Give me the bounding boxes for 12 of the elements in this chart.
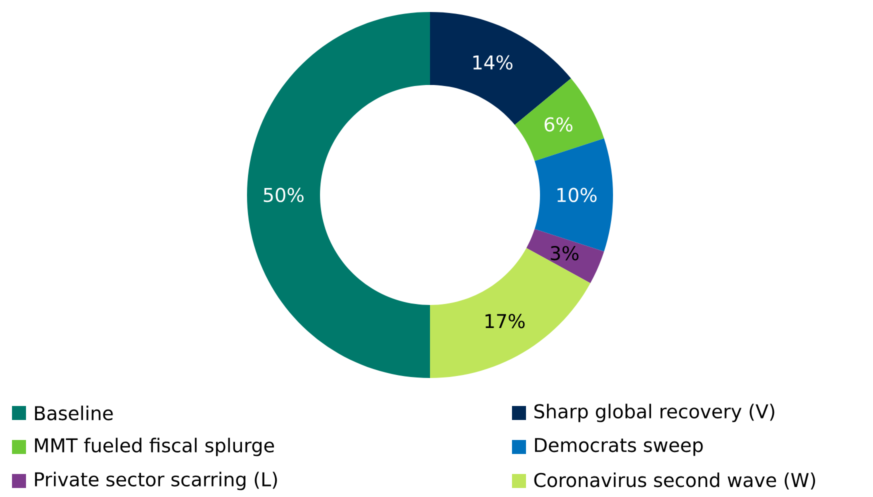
legend-label: Sharp global recovery (V) — [534, 404, 774, 422]
data-label: 6% — [544, 117, 572, 132]
data-label: 3% — [550, 246, 578, 260]
legend-label: Coronavirus second wave (W) — [534, 472, 816, 490]
legend-label: Democrats sweep — [535, 438, 703, 456]
legend-label: Private sector scarring (L) — [35, 472, 277, 490]
legend-label: Baseline — [35, 406, 113, 420]
legend-label: MMT fueled fiscal splurge — [35, 438, 274, 456]
data-label: 50% — [264, 188, 304, 202]
data-label: 17% — [486, 314, 525, 328]
data-label: 14% — [473, 55, 512, 70]
data-label: 10% — [557, 188, 597, 202]
